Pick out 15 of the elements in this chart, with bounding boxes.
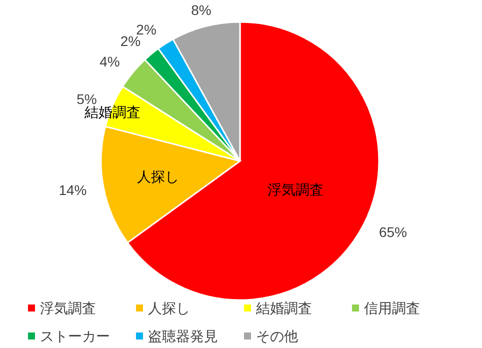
legend-label: 人探し: [148, 300, 190, 316]
data-label: 65%: [378, 224, 408, 240]
slice-label: 人探し: [137, 168, 180, 185]
data-label: 14%: [58, 182, 87, 198]
data-label: 5%: [76, 91, 97, 108]
data-label: 2%: [136, 21, 156, 38]
data-label: 8%: [191, 2, 212, 18]
legend-label: 信用調査: [364, 300, 420, 316]
legend-label: その他: [256, 328, 298, 344]
slice-label: 浮気調査: [268, 181, 324, 198]
legend-label: 盗聴器発見: [148, 328, 218, 344]
legend-label: 結婚調査: [255, 300, 312, 316]
legend-label: ストーカー: [40, 328, 110, 344]
legend-label: 浮気調査: [40, 300, 96, 316]
data-label: 4%: [100, 54, 120, 70]
